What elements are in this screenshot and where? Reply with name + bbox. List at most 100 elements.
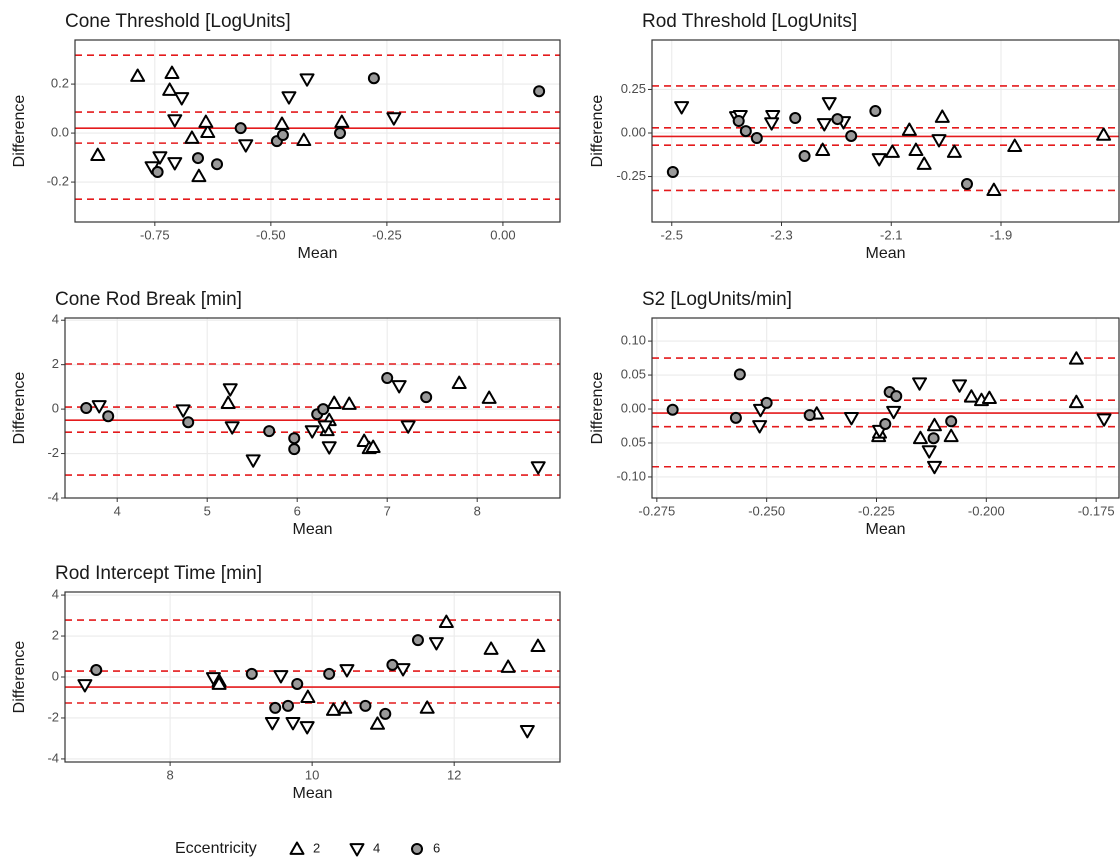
y-tick-label: -4: [47, 750, 59, 765]
point: [365, 439, 381, 453]
point: [341, 396, 357, 410]
y-axis-label: Difference: [11, 372, 28, 445]
point: [238, 139, 254, 153]
point: [167, 157, 183, 171]
point: [337, 700, 353, 714]
x-tick-label: 8: [166, 767, 173, 782]
x-tick-label: 5: [204, 503, 211, 518]
x-tick-label: -1.9: [990, 227, 1012, 242]
point: [288, 432, 301, 445]
point: [191, 152, 204, 165]
point: [273, 670, 289, 684]
y-tick-label: 0: [52, 668, 59, 683]
point: [871, 153, 887, 167]
plot-frame: [74, 39, 561, 223]
point: [519, 724, 535, 739]
y-axis-label: Difference: [11, 95, 28, 168]
y-tick-label: 0.10: [621, 333, 646, 348]
point: [732, 114, 745, 127]
y-tick-label: 4: [52, 312, 59, 327]
point: [934, 109, 950, 123]
point: [359, 699, 372, 712]
point: [666, 166, 679, 179]
point: [326, 395, 342, 409]
point: [760, 396, 773, 409]
point: [174, 92, 190, 106]
point: [1096, 413, 1112, 427]
point: [379, 707, 392, 720]
point: [245, 667, 258, 680]
point: [500, 659, 516, 673]
point: [90, 664, 103, 677]
y-tick-label: 0: [52, 401, 59, 416]
x-tick-label: -0.75: [140, 227, 170, 242]
point: [483, 641, 499, 655]
x-tick-label: -0.175: [1078, 503, 1115, 518]
y-tick-label: -2: [47, 709, 59, 724]
point: [234, 122, 247, 135]
point: [334, 127, 347, 140]
point: [438, 614, 454, 628]
point: [245, 454, 261, 468]
point: [300, 689, 316, 703]
point: [381, 372, 394, 384]
x-tick-label: -0.225: [858, 503, 895, 518]
point: [886, 405, 902, 420]
point: [325, 702, 341, 716]
point: [130, 68, 146, 82]
y-tick-label: 0.05: [621, 366, 646, 381]
point: [739, 125, 752, 138]
x-axis-label: Mean: [292, 785, 332, 802]
plot-background: [65, 318, 560, 498]
point: [288, 443, 301, 456]
x-tick-label: -0.275: [638, 503, 675, 518]
point: [77, 679, 93, 693]
x-tick-label: 8: [474, 503, 481, 518]
point: [1096, 127, 1112, 141]
point: [729, 411, 742, 424]
point: [395, 663, 411, 677]
y-tick-label: 0.05: [621, 434, 646, 449]
x-axis-label: Mean: [865, 521, 905, 538]
y-tick-label: 0.00: [621, 124, 646, 139]
point: [198, 114, 214, 128]
plot-frame: [64, 317, 561, 499]
legend-label: 4: [373, 840, 380, 855]
point: [530, 461, 546, 475]
point: [960, 178, 973, 191]
point: [205, 672, 221, 686]
point: [220, 395, 236, 409]
point: [981, 390, 997, 405]
point: [182, 416, 195, 429]
y-tick-label: 0.00: [621, 400, 646, 415]
point: [765, 110, 781, 124]
point: [908, 142, 924, 156]
point: [986, 182, 1002, 197]
point: [191, 168, 207, 183]
point: [211, 158, 224, 171]
y-tick-label: -0.2: [47, 174, 69, 189]
y-tick-label: 2: [52, 627, 59, 642]
point: [890, 390, 903, 403]
point: [921, 445, 937, 459]
plot-background: [652, 318, 1119, 498]
point: [269, 701, 282, 714]
point: [674, 101, 690, 115]
y-tick-label: 0.0: [51, 125, 69, 140]
point: [821, 97, 837, 111]
point: [533, 85, 546, 98]
plot-frame: [651, 39, 1120, 223]
y-tick-label: -4: [47, 489, 59, 504]
x-tick-label: 7: [384, 503, 391, 518]
point: [798, 149, 811, 162]
point: [845, 129, 858, 142]
point: [926, 460, 942, 475]
plot-background: [75, 40, 560, 222]
point: [317, 403, 330, 416]
point: [831, 113, 844, 126]
point: [530, 638, 546, 652]
point: [224, 421, 240, 435]
point: [285, 717, 301, 731]
point: [281, 699, 294, 712]
